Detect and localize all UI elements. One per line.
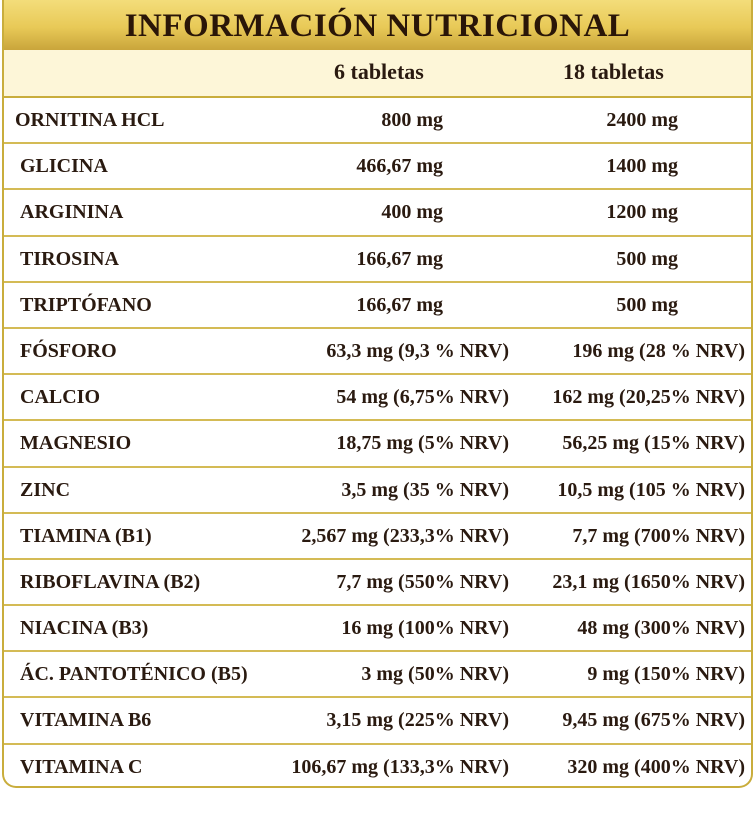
nutrient-amount: 166,67 mg <box>356 247 443 270</box>
nutrient-name: NIACINA (B3) <box>20 617 149 640</box>
nutrient-name: ORNITINA HCL <box>15 109 165 131</box>
table-row: TIAMINA (B1) 2,567 mg (233,3% NRV) 7,7 mg … <box>4 514 751 560</box>
nutrient-amount: 106,67 mg (133,3% NRV) <box>291 755 509 778</box>
table-row: NIACINA (B3) 16 mg (100% NRV) 48 mg (300% … <box>4 606 751 653</box>
table-row: GLICINA 466,67 mg 1400 mg <box>4 144 751 191</box>
nutrient-name: TIROSINA <box>20 247 119 270</box>
table-row: VITAMINA B6 3,15 mg (225% NRV) 9,45 mg (67… <box>4 698 751 745</box>
nutrient-name: FÓSFORO <box>20 339 117 362</box>
nutrient-amount: 10,5 mg (105 % NRV) <box>557 478 745 501</box>
nutrient-amount: 800 mg <box>381 109 443 131</box>
nutrient-amount: 1200 mg <box>606 201 678 224</box>
nutrient-amount: 500 mg <box>616 247 678 270</box>
nutrient-amount: 466,67 mg <box>356 155 443 178</box>
nutrient-name: VITAMINA C <box>20 755 143 778</box>
nutrient-amount: 400 mg <box>381 201 443 224</box>
nutrient-amount: 3,5 mg (35 % NRV) <box>341 478 509 501</box>
nutrient-amount: 3 mg (50% NRV) <box>361 663 509 686</box>
nutrient-name: RIBOFLAVINA (B2) <box>20 570 201 593</box>
nutrient-amount: 48 mg (300% NRV) <box>577 617 745 640</box>
table-body: ORNITINA HCL 800 mg 2400 mg GLICINA 466,67 m… <box>4 98 751 786</box>
table-row: VITAMINA C 106,67 mg (133,3% NRV) 320 mg (… <box>4 745 751 786</box>
nutrient-name: ÁC. PANTOTÉNICO (B5) <box>20 663 248 686</box>
nutrient-amount: 56,25 mg (15% NRV) <box>562 432 745 455</box>
nutrient-name: CALCIO <box>20 386 101 409</box>
column-header: 6 tabletas 18 tabletas <box>4 50 751 98</box>
table-row: TRIPTÓFANO 166,67 mg 500 mg <box>4 283 751 329</box>
nutrient-amount: 63,3 mg (9,3 % NRV) <box>326 339 509 362</box>
table-row: CALCIO 54 mg (6,75% NRV) 162 mg (20,25% NR… <box>4 375 751 422</box>
nutrient-name: ARGININA <box>20 201 124 224</box>
nutrient-amount: 9,45 mg (675% NRV) <box>562 709 745 732</box>
nutrient-name: VITAMINA B6 <box>20 709 152 732</box>
column-label: 18 tabletas <box>563 59 664 84</box>
nutrient-amount: 9 mg (150% NRV) <box>587 663 745 686</box>
column-label: 6 tabletas <box>334 59 424 84</box>
nutrient-name: TRIPTÓFANO <box>20 293 152 316</box>
nutrient-amount: 3,15 mg (225% NRV) <box>326 709 509 732</box>
table-row: ARGININA 400 mg 1200 mg <box>4 190 751 237</box>
table-row: FÓSFORO 63,3 mg (9,3 % NRV) 196 mg (28 % N… <box>4 329 751 376</box>
nutrient-amount: 18,75 mg (5% NRV) <box>336 432 509 455</box>
table-row: RIBOFLAVINA (B2) 7,7 mg (550% NRV) 23,1 mg… <box>4 560 751 607</box>
table-row: ZINC 3,5 mg (35 % NRV) 10,5 mg (105 % NRV) <box>4 468 751 514</box>
nutrient-amount: 7,7 mg (700% NRV) <box>572 524 745 547</box>
nutrient-amount: 7,7 mg (550% NRV) <box>336 570 509 593</box>
nutrient-amount: 166,67 mg <box>356 293 443 316</box>
table-row: TIROSINA 166,67 mg 500 mg <box>4 237 751 283</box>
nutrient-amount: 16 mg (100% NRV) <box>341 617 509 640</box>
nutrient-amount: 196 mg (28 % NRV) <box>572 339 745 362</box>
nutrient-amount: 23,1 mg (1650% NRV) <box>552 570 745 593</box>
nutrition-panel: INFORMACIÓN NUTRICIONAL 6 tabletas 18 ta… <box>2 0 753 788</box>
title: INFORMACIÓN NUTRICIONAL <box>4 0 751 50</box>
nutrient-amount: 54 mg (6,75% NRV) <box>336 386 509 409</box>
nutrient-amount: 500 mg <box>616 293 678 316</box>
table-row: MAGNESIO 18,75 mg (5% NRV) 56,25 mg (15% N… <box>4 421 751 468</box>
nutrient-amount: 320 mg (400% NRV) <box>567 755 745 778</box>
nutrient-amount: 162 mg (20,25% NRV) <box>552 386 745 409</box>
nutrient-amount: 2400 mg <box>606 109 678 131</box>
nutrient-name: ZINC <box>20 478 71 501</box>
nutrient-name: TIAMINA (B1) <box>20 524 152 547</box>
table-row: ORNITINA HCL 800 mg 2400 mg <box>4 98 751 145</box>
table-row: ÁC. PANTOTÉNICO (B5) 3 mg (50% NRV) 9 mg (… <box>4 652 751 699</box>
nutrient-name: MAGNESIO <box>20 432 132 455</box>
nutrient-name: GLICINA <box>20 155 108 178</box>
nutrient-amount: 2,567 mg (233,3% NRV) <box>301 524 509 547</box>
nutrient-amount: 1400 mg <box>606 155 678 178</box>
